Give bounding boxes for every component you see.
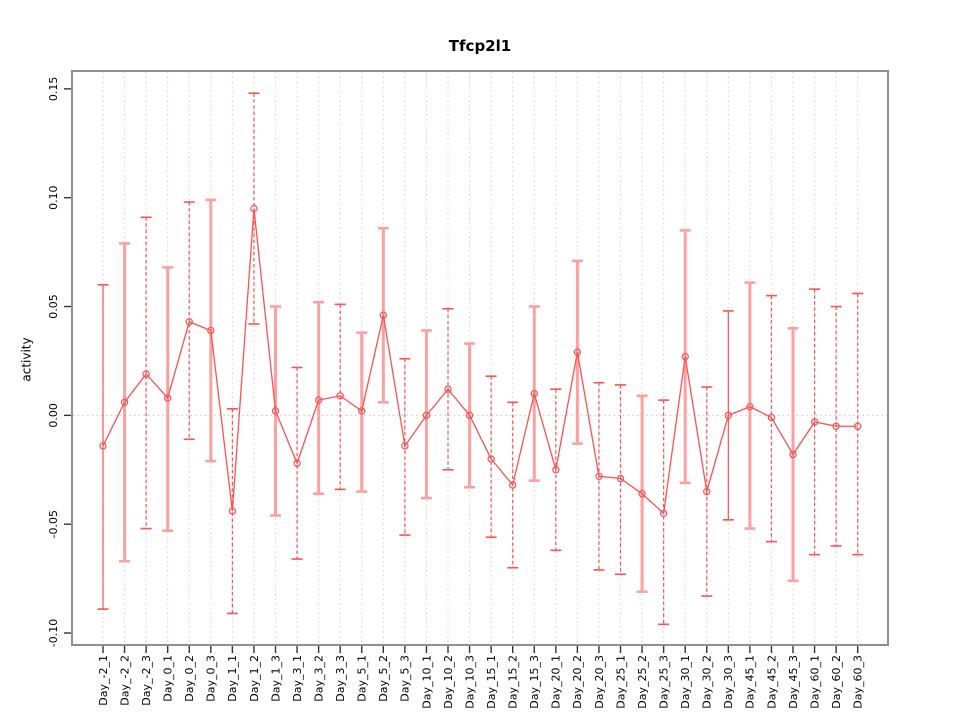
- x-tick-label: Day_20_3: [593, 655, 606, 709]
- x-tick-label: Day_25_3: [657, 655, 670, 709]
- x-tick-label: Day_3_2: [312, 655, 325, 702]
- x-tick-label: Day_15_1: [485, 655, 498, 709]
- data-point: [681, 352, 689, 361]
- data-point: [336, 392, 344, 400]
- data-point: [552, 466, 560, 474]
- data-point: [724, 411, 733, 420]
- x-tick-label: Day_-2_3: [140, 655, 153, 706]
- y-tick-label: 0.00: [47, 403, 60, 428]
- data-point: [207, 326, 215, 335]
- data-point: [810, 418, 819, 426]
- x-tick-label: Day_10_1: [420, 655, 433, 709]
- x-tick-label: Day_0_3: [205, 655, 218, 702]
- data-point: [530, 389, 538, 398]
- x-tick-label: Day_45_1: [744, 655, 757, 709]
- y-tick-label: 0.15: [47, 77, 60, 102]
- x-tick-label: Day_10_3: [463, 655, 476, 709]
- data-point: [465, 411, 474, 420]
- data-point: [379, 311, 388, 319]
- data-point: [314, 396, 323, 404]
- data-point: [422, 411, 431, 420]
- x-tick-label: Day_0_1: [162, 655, 175, 702]
- y-tick-label: -0.10: [47, 619, 60, 647]
- x-tick-label: Day_15_3: [528, 655, 541, 709]
- data-point: [401, 442, 409, 450]
- data-point: [659, 509, 668, 518]
- plot-frame: [71, 70, 889, 646]
- data-point: [508, 481, 517, 489]
- x-tick-label: Day_25_1: [614, 655, 627, 709]
- x-tick-label: Day_30_2: [701, 655, 714, 709]
- data-point: [616, 474, 625, 483]
- data-point: [703, 487, 711, 496]
- x-tick-label: Day_45_2: [765, 655, 778, 709]
- x-tick-label: Day_60_3: [852, 655, 865, 709]
- data-point: [163, 394, 172, 402]
- x-tick-label: Day_1_2: [248, 655, 261, 702]
- x-tick-label: Day_5_1: [356, 655, 369, 702]
- data-point: [228, 507, 237, 515]
- x-tick-label: Day_1_3: [269, 655, 282, 702]
- x-tick-label: Day_10_2: [442, 655, 455, 709]
- x-tick-label: Day_3_1: [291, 655, 304, 702]
- data-point: [595, 472, 603, 481]
- x-tick-label: Day_60_1: [808, 655, 821, 709]
- x-tick-label: Day_30_1: [679, 655, 692, 709]
- x-tick-label: Day_5_2: [377, 655, 390, 702]
- chart-title: Tfcp2l1: [448, 37, 512, 55]
- data-point: [185, 318, 193, 326]
- data-point: [832, 422, 840, 430]
- data-point: [767, 413, 776, 422]
- data-point: [573, 348, 582, 356]
- x-tick-label: Day_0_2: [183, 655, 196, 702]
- data-point: [99, 442, 107, 450]
- x-tick-label: Day_45_3: [787, 655, 800, 709]
- data-point: [142, 370, 150, 378]
- y-tick-label: 0.05: [47, 294, 60, 319]
- x-tick-label: Day_20_2: [571, 655, 584, 709]
- x-tick-label: Day_3_3: [334, 655, 347, 702]
- data-point: [120, 398, 129, 406]
- data-point: [638, 490, 646, 498]
- data-point: [444, 385, 452, 393]
- x-tick-label: Day_5_3: [399, 655, 412, 702]
- x-tick-label: Day_-2_2: [118, 655, 131, 706]
- data-point: [271, 407, 280, 415]
- data-point: [358, 407, 366, 415]
- x-tick-label: Day_1_1: [226, 655, 239, 702]
- data-point: [487, 455, 495, 463]
- x-tick-label: Day_60_2: [830, 655, 843, 709]
- series-line: [102, 208, 858, 515]
- data-point: [789, 450, 797, 459]
- x-tick-label: Day_-2_1: [97, 655, 110, 706]
- y-tick-label: -0.05: [47, 510, 60, 538]
- data-point: [746, 402, 754, 411]
- x-tick-label: Day_20_1: [550, 655, 563, 709]
- x-tick-label: Day_15_2: [507, 655, 520, 709]
- y-tick-label: 0.10: [47, 185, 60, 210]
- x-tick-label: Day_30_3: [722, 655, 735, 709]
- x-tick-label: Day_25_2: [636, 655, 649, 709]
- data-point: [250, 204, 258, 213]
- data-point: [854, 422, 862, 430]
- data-point: [293, 459, 301, 467]
- y-axis-label: activity: [19, 337, 34, 382]
